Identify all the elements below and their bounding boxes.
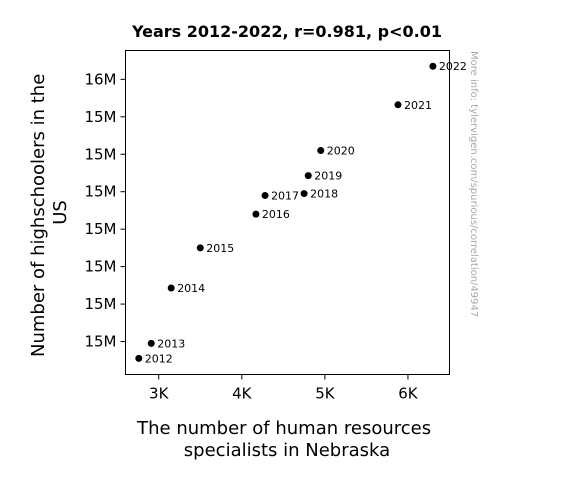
- data-point-label-2013: 2013: [157, 337, 185, 350]
- x-tick-label: 3K: [149, 385, 170, 403]
- y-tick-label: 15M: [84, 183, 116, 201]
- x-axis-label-line-1: The number of human resources: [136, 418, 431, 439]
- data-point-2018: [300, 190, 308, 198]
- y-tick-label: 15M: [84, 145, 116, 163]
- data-point-label-2020: 2020: [327, 145, 355, 158]
- data-point-2016: [252, 210, 260, 218]
- x-tick-label: 4K: [232, 385, 253, 403]
- data-points: 2012 2013 2014 2015 2016 2017 2018 2019 2020 2021…: [135, 60, 467, 365]
- x-axis-label-line-2: specialists in Nebraska: [184, 440, 390, 461]
- data-point-label-2014: 2014: [177, 282, 205, 295]
- data-point-2020: [317, 147, 325, 155]
- data-point-label-2022: 2022: [439, 60, 467, 73]
- source-watermark: More info: tylervigen.com/spurious/corre…: [468, 51, 479, 317]
- data-point-label-2018: 2018: [310, 188, 338, 201]
- y-tick-label: 15M: [84, 220, 116, 238]
- data-point-label-2016: 2016: [262, 208, 290, 221]
- x-tick-label: 5K: [315, 385, 336, 403]
- data-point-2021: [394, 101, 402, 109]
- y-tick-label: 16M: [84, 70, 116, 88]
- data-point-2012: [135, 354, 143, 362]
- data-point-label-2015: 2015: [206, 242, 234, 255]
- data-point-label-2017: 2017: [271, 189, 299, 202]
- data-point-2022: [429, 62, 437, 70]
- plot-area-frame: [125, 50, 450, 375]
- data-point-label-2012: 2012: [145, 352, 173, 365]
- y-tick-label: 15M: [84, 333, 116, 351]
- y-axis: 15M 15M 15M 15M 15M 15M 15M 16M: [84, 70, 126, 351]
- data-point-2013: [147, 339, 155, 347]
- x-axis: 3K 4K 5K 6K: [149, 374, 419, 403]
- data-point-2017: [261, 191, 269, 199]
- x-tick-label: 6K: [398, 385, 419, 403]
- data-point-2019: [304, 172, 312, 180]
- chart-title: Years 2012-2022, r=0.981, p<0.01: [131, 22, 442, 41]
- y-tick-label: 15M: [84, 295, 116, 313]
- y-tick-label: 15M: [84, 108, 116, 126]
- y-axis-label-line-2: US: [50, 200, 71, 225]
- data-point-label-2019: 2019: [314, 170, 342, 183]
- y-tick-label: 15M: [84, 258, 116, 276]
- x-axis-label: The number of human resources specialist…: [136, 418, 437, 461]
- data-point-label-2021: 2021: [404, 99, 432, 112]
- data-point-2015: [196, 244, 204, 252]
- data-point-2014: [167, 284, 175, 292]
- y-axis-label: Number of highschoolers in the US: [28, 68, 71, 357]
- y-axis-label-line-1: Number of highschoolers in the: [28, 74, 49, 357]
